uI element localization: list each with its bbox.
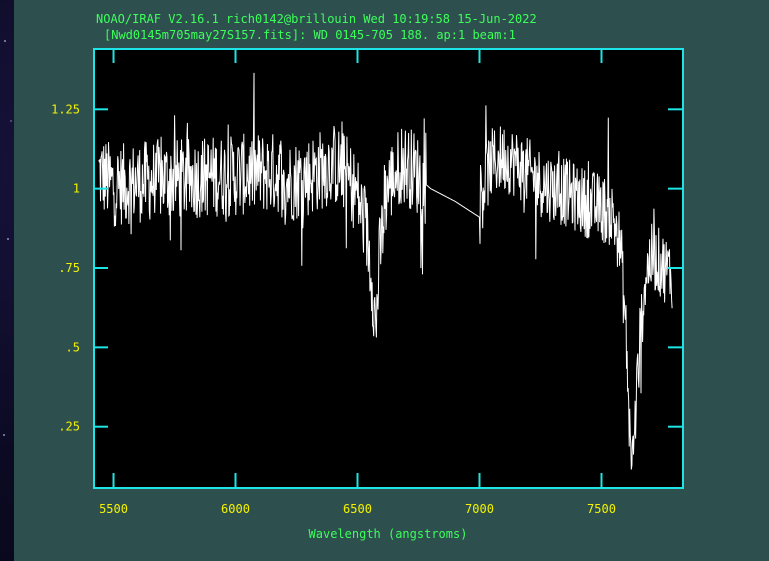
x-tick-label: 6500 [343,502,372,516]
spectrum-trace [98,72,673,470]
plot-area [93,48,684,489]
x-tick-label: 6000 [221,502,250,516]
y-tick-label: .25 [58,420,80,434]
x-tick-label: 5500 [99,502,128,516]
header-line-2: [Nwd0145m705may27S157.fits]: WD 0145-705… [104,28,516,42]
tick-layer [94,49,682,487]
x-tick-label: 7500 [587,502,616,516]
x-tick-label: 7000 [465,502,494,516]
y-tick-label: .5 [66,340,80,354]
y-tick-label: 1 [73,182,80,196]
y-tick-label: 1.25 [51,102,80,116]
label-layer: .25 .5 .75 1 1.25 5500 6000 6500 7000 7500 [51,102,616,516]
x-axis-title: Wavelength (angstroms) [309,527,468,541]
trace-layer [98,72,673,470]
iraf-plot-window: NOAO/IRAF V2.16.1 rich0142@brillouin Wed… [14,0,769,561]
y-tick-label: .75 [58,261,80,275]
header-line-1: NOAO/IRAF V2.16.1 rich0142@brillouin Wed… [96,12,537,26]
spectrum-chart: .25 .5 .75 1 1.25 5500 6000 6500 7000 7500 Wavele… [51,49,682,541]
